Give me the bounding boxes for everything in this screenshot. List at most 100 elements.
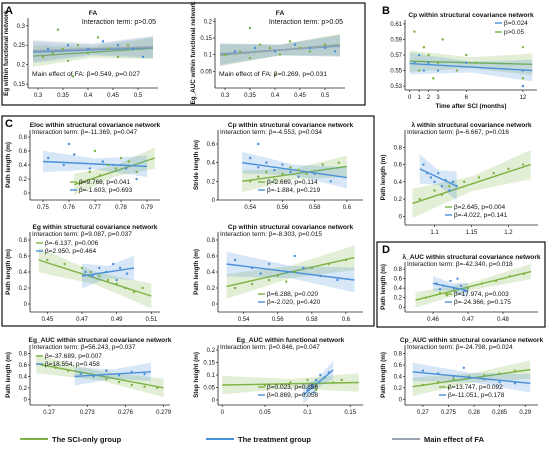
data-point: [86, 51, 90, 55]
y-tick-label: 0.2: [19, 286, 28, 292]
data-point: [333, 50, 337, 53]
x-tick-label: 0.3: [221, 93, 230, 99]
data-point: [508, 275, 512, 278]
chart-e2: Eg_AUC within functional network 0 0.05 0.1…: [193, 337, 363, 416]
x-tick-label: 0.6: [343, 205, 352, 211]
data-point: [106, 278, 110, 282]
data-point: [98, 274, 101, 278]
data-point: [71, 75, 75, 78]
data-point: [132, 290, 136, 294]
data-point: [440, 184, 444, 188]
chart-title: Cp within structural covariance network: [228, 224, 354, 231]
data-point: [413, 61, 416, 64]
x-tick-label: 0.78: [115, 205, 127, 211]
y-axis-label: Path length (m): [380, 155, 387, 201]
annotation-beta: β=0.024: [504, 20, 528, 27]
data-point: [483, 378, 486, 381]
y-tick-label: 0.2: [17, 63, 26, 69]
y-tick-label: 0: [24, 397, 28, 403]
data-point: [498, 380, 501, 384]
data-point: [115, 278, 118, 282]
data-point: [56, 28, 60, 31]
y-tick-label: 0.6: [19, 254, 28, 260]
annotation-interaction: Interaction term: p>0.05: [269, 19, 343, 26]
annotation-interaction: Interaction term: p>0.05: [82, 19, 156, 26]
y-tick-label: 0.2: [207, 286, 216, 292]
data-point: [54, 366, 57, 370]
fit-line-blue: [419, 168, 458, 187]
data-point: [98, 266, 101, 270]
data-point: [265, 161, 268, 164]
data-point: [257, 166, 260, 169]
data-point: [238, 50, 242, 53]
x-tick-label: 0.75: [37, 205, 49, 211]
x-tick-label: 0.05: [259, 410, 271, 416]
data-point: [480, 282, 484, 285]
x-tick-label: 0.276: [118, 410, 134, 416]
y-tick-label: 0: [24, 302, 28, 308]
chart-a2: FA 0.3 0.35 0.4 0.45 0.5 0.05 0.1 0.15 0.2 Eg_AUC …: [190, 1, 345, 104]
data-point: [437, 171, 440, 175]
data-point: [310, 266, 314, 270]
annotation-green: β=-37.689, p=0.007: [45, 353, 102, 360]
data-point: [432, 77, 435, 80]
y-tick-label: 0.2: [207, 348, 216, 354]
x-tick-label: 0.58: [309, 205, 321, 211]
y-tick-label: 0.15: [203, 361, 215, 367]
data-point: [267, 262, 271, 266]
data-point: [127, 160, 130, 163]
data-point: [298, 46, 302, 50]
x-tick-label: 0.54: [238, 317, 250, 323]
x-tick-label: 0.5: [134, 93, 143, 99]
data-point: [233, 50, 237, 53]
data-point: [422, 163, 425, 166]
data-point: [452, 289, 456, 292]
data-point: [452, 286, 456, 290]
data-point: [313, 391, 316, 394]
annotation-green: β=2.669, p=0.114: [267, 179, 318, 186]
x-tick-label: 0.275: [441, 410, 457, 416]
data-point: [86, 47, 90, 51]
data-point: [51, 51, 55, 55]
y-tick-label: 0.57: [390, 53, 402, 59]
y-tick-label: 0.2: [394, 386, 403, 392]
data-point: [463, 289, 466, 292]
data-point: [435, 282, 438, 285]
y-tick-label: 0.8: [19, 352, 28, 358]
annotation-blue: β=2.950, p=0.464: [45, 248, 96, 255]
y-tick-label: 0.05: [203, 386, 215, 392]
y-tick-label: 0.6: [394, 363, 403, 369]
data-point: [101, 160, 105, 163]
y-tick-label: 0.4: [19, 270, 28, 276]
data-point: [143, 385, 146, 388]
data-point: [466, 286, 470, 290]
data-point: [302, 266, 305, 270]
x-tick-label: 0.285: [492, 410, 508, 416]
legend-label-sci-only: The SCI-only group: [52, 435, 122, 444]
annotation-blue: β=-2.020, p=0.420: [267, 299, 321, 306]
data-point: [513, 369, 517, 372]
x-tick-label: 0.77: [89, 205, 101, 211]
data-point: [441, 38, 444, 41]
x-tick-label: 0: [408, 95, 412, 101]
data-point: [494, 279, 498, 283]
data-point: [250, 282, 254, 286]
data-point: [80, 266, 84, 270]
y-tick-label: 0.05: [200, 69, 212, 75]
y-tick-label: 0.6: [19, 363, 28, 369]
fit-line-blue: [432, 282, 469, 292]
data-point: [105, 378, 108, 381]
panel-d-frame: [376, 241, 546, 328]
y-tick-label: 0: [399, 397, 403, 403]
data-point: [156, 386, 159, 390]
fit-line-green: [412, 163, 531, 205]
y-axis-label: Path length (m): [5, 249, 12, 295]
y-axis-label: Path length (m): [380, 264, 387, 310]
y-tick-label: 0.61: [390, 22, 402, 28]
data-point: [422, 69, 426, 72]
data-point: [41, 55, 45, 59]
data-point: [521, 77, 525, 80]
data-point: [46, 47, 50, 51]
chart-c3: λ within structural covariance network 1.…: [380, 121, 538, 236]
data-point: [314, 378, 318, 382]
